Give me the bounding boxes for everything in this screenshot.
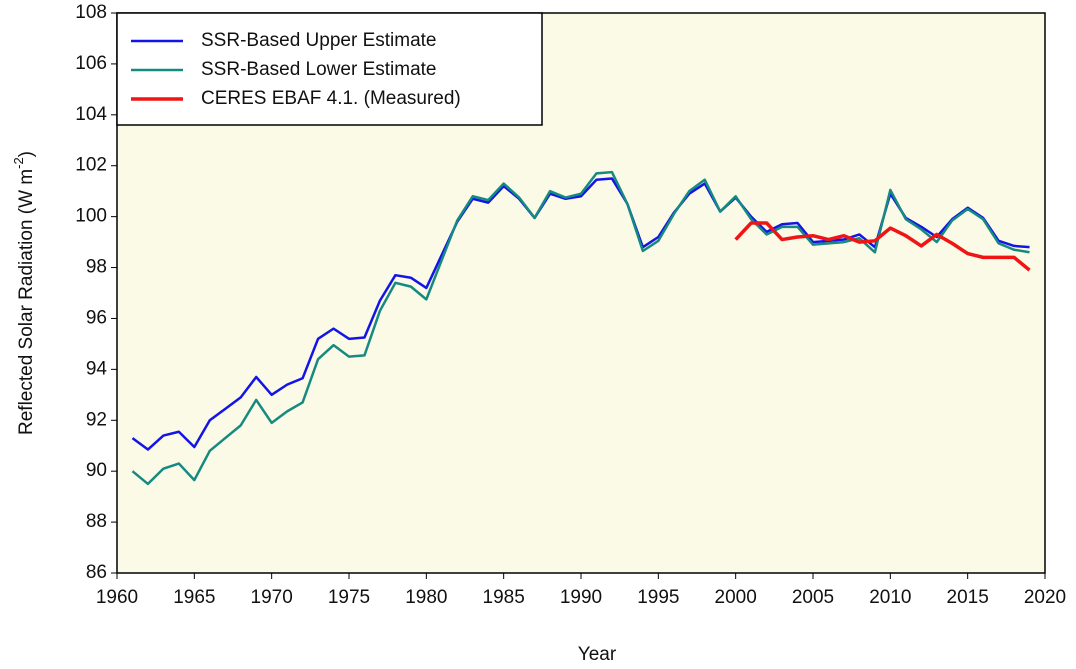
y-tick-label: 100 (75, 206, 107, 227)
x-tick-label: 2000 (715, 587, 757, 608)
x-tick-label: 1995 (637, 587, 679, 608)
x-axis-label: Year (578, 644, 617, 665)
y-tick-label: 102 (75, 155, 107, 176)
y-tick-label: 106 (75, 53, 107, 74)
x-tick-label: 1965 (173, 587, 215, 608)
x-tick-label: 2010 (869, 587, 911, 608)
x-tick-label: 1975 (328, 587, 370, 608)
x-tick-label: 1970 (251, 587, 293, 608)
y-tick-label: 98 (86, 257, 107, 278)
y-tick-label: 92 (86, 409, 107, 430)
x-tick-label: 1985 (483, 587, 525, 608)
legend-label: CERES EBAF 4.1. (Measured) (201, 88, 461, 109)
y-tick-label: 88 (86, 511, 107, 532)
legend-box (116, 12, 543, 126)
data-line (131, 170, 1030, 486)
x-tick-label: 1980 (405, 587, 447, 608)
x-tick-label: 1990 (560, 587, 602, 608)
y-tick-label: 94 (86, 358, 108, 379)
y-tick-label: 108 (75, 2, 107, 23)
x-tick-label: 1960 (96, 587, 138, 608)
data-line (734, 221, 1031, 272)
y-tick-label: 90 (86, 460, 107, 481)
x-tick-label: 2020 (1024, 587, 1066, 608)
y-label-main: Reflected Solar Radiation (W m (16, 169, 37, 435)
x-tick-label: 2015 (947, 587, 989, 608)
y-label-sup: -2 (11, 157, 26, 169)
y-tick-label: 86 (86, 562, 107, 583)
y-tick-label: 96 (86, 307, 107, 328)
y-axis-label: Reflected Solar Radiation (W m-2) (11, 151, 37, 435)
legend-label: SSR-Based Lower Estimate (201, 59, 437, 80)
x-tick-label: 2005 (792, 587, 834, 608)
y-label-end: ) (16, 151, 37, 157)
y-tick-label: 104 (75, 104, 107, 125)
legend-label: SSR-Based Upper Estimate (201, 30, 437, 51)
